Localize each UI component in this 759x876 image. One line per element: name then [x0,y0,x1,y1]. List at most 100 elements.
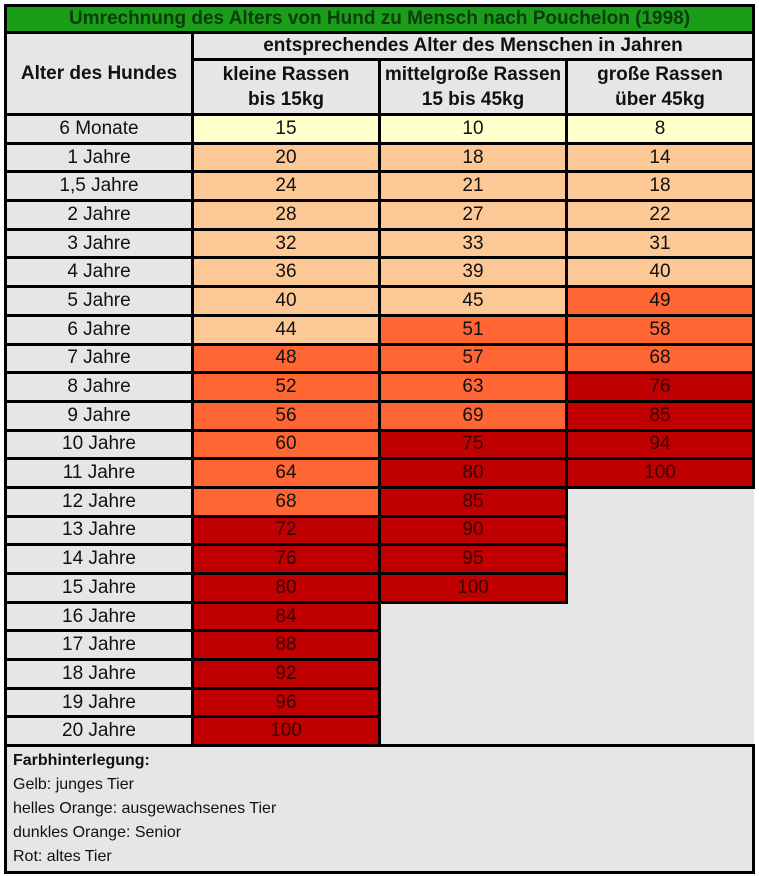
human-age-cell: 44 [191,313,381,346]
dog-age-cell: 13 Jahre [4,514,194,547]
human-age-header: entsprechendes Alter des Menschen in Jah… [191,31,755,61]
human-age-cell: 48 [191,342,381,375]
dog-age-header: Alter des Hundes [4,31,194,116]
human-age-cell: 76 [565,371,755,403]
dog-age-cell: 6 Monate [4,113,194,145]
dog-age-cell: 19 Jahre [4,686,194,719]
table-row: 8 Jahre 52 63 76 [4,371,755,403]
dog-age-cell: 8 Jahre [4,371,194,403]
human-age-cell: 32 [191,227,381,260]
human-age-cell: 51 [378,313,568,346]
table-row: 11 Jahre 64 80 100 [4,457,755,489]
human-age-cell: 100 [191,715,381,748]
human-age-cell: 68 [191,485,381,518]
human-age-cell: 36 [191,256,381,289]
dog-age-cell: 2 Jahre [4,199,194,231]
dog-age-cell: 9 Jahre [4,399,194,432]
table-row: 6 Monate 15 10 8 [4,113,755,145]
human-age-cell: 85 [565,399,755,432]
human-age-cell: 40 [191,285,381,317]
human-age-cell: 18 [378,141,568,174]
dog-age-cell: 20 Jahre [4,715,194,748]
human-age-cell: 49 [565,285,755,317]
human-age-cell: 10 [378,113,568,145]
human-age-cell: 57 [378,342,568,375]
table-row: 4 Jahre 36 39 40 [4,256,755,289]
dog-age-cell: 15 Jahre [4,572,194,604]
table-row: 12 Jahre 68 85 [4,485,754,518]
human-age-cell: 95 [378,543,568,575]
table-row: 16 Jahre 84 [4,600,754,633]
human-age-cell: 45 [378,285,568,317]
human-age-cell: 18 [565,170,755,203]
human-age-cell: 100 [378,572,568,604]
legend-item-red: Rot: altes Tier [13,848,112,866]
human-age-cell: 52 [191,371,381,403]
human-age-cell: 56 [191,399,381,432]
dog-age-cell: 6 Jahre [4,313,194,346]
table-row: 18 Jahre 92 [4,658,754,690]
legend-item-dark-orange: dunkles Orange: Senior [13,824,182,842]
human-age-cell: 8 [565,113,755,145]
dog-age-cell: 18 Jahre [4,658,194,690]
column-header-medium: mittelgroße Rassen 15 bis 45kg [378,58,568,116]
dog-age-cell: 10 Jahre [4,428,194,461]
human-age-cell: 15 [191,113,381,145]
dog-age-cell: 1,5 Jahre [4,170,194,203]
table-row: 10 Jahre 60 75 94 [4,428,755,461]
empty-cell [566,630,754,660]
human-age-cell: 84 [191,600,381,633]
human-age-cell: 60 [191,428,381,461]
table-row: 14 Jahre 76 95 [4,543,754,575]
empty-cell [566,516,754,545]
human-age-cell: 80 [191,572,381,604]
table-row: 9 Jahre 56 69 85 [4,399,755,432]
table-row: 2 Jahre 28 27 22 [4,199,755,231]
human-age-cell: 96 [191,686,381,719]
table-row: 5 Jahre 40 45 49 [4,285,755,317]
empty-cell [379,688,567,717]
table-row: 19 Jahre 96 [4,686,754,719]
column-header-large: große Rassen über 45kg [565,58,755,116]
color-legend: Farbhinterlegung: Gelb: junges Tier hell… [4,744,755,875]
human-age-cell: 80 [378,457,568,489]
dog-age-cell: 14 Jahre [4,543,194,575]
human-age-cell: 64 [191,457,381,489]
human-age-cell: 31 [565,227,755,260]
dog-age-cell: 3 Jahre [4,227,194,260]
column-header-small: kleine Rassen bis 15kg [191,58,381,116]
human-age-cell: 24 [191,170,381,203]
human-age-cell: 14 [565,141,755,174]
table-row: 20 Jahre 100 [4,715,754,748]
human-age-cell: 72 [191,514,381,547]
human-age-cell: 27 [378,199,568,231]
human-age-cell: 58 [565,313,755,346]
human-age-cell: 94 [565,428,755,461]
human-age-cell: 28 [191,199,381,231]
legend-item-light-orange: helles Orange: ausgewachsenes Tier [13,800,277,818]
human-age-cell: 69 [378,399,568,432]
human-age-cell: 100 [565,457,755,489]
empty-cell [379,659,567,689]
table-row: 6 Jahre 44 51 58 [4,313,755,346]
dog-age-cell: 11 Jahre [4,457,194,489]
human-age-cell: 21 [378,170,568,203]
human-age-cell: 88 [191,629,381,662]
human-age-cell: 85 [378,485,568,518]
empty-cell [566,544,754,574]
dog-age-cell: 1 Jahre [4,141,194,174]
human-age-cell: 39 [378,256,568,289]
human-age-cell: 68 [565,342,755,375]
human-age-cell: 40 [565,256,755,289]
legend-item-yellow: Gelb: junges Tier [13,776,134,794]
table-row: 1,5 Jahre 24 21 18 [4,170,755,203]
human-age-cell: 20 [191,141,381,174]
empty-cell [566,602,754,631]
human-age-cell: 33 [378,227,568,260]
empty-cell [566,573,754,603]
human-age-cell: 22 [565,199,755,231]
dog-age-cell: 5 Jahre [4,285,194,317]
table-row: 7 Jahre 48 57 68 [4,342,755,375]
dog-age-cell: 12 Jahre [4,485,194,518]
empty-cell [566,716,754,746]
